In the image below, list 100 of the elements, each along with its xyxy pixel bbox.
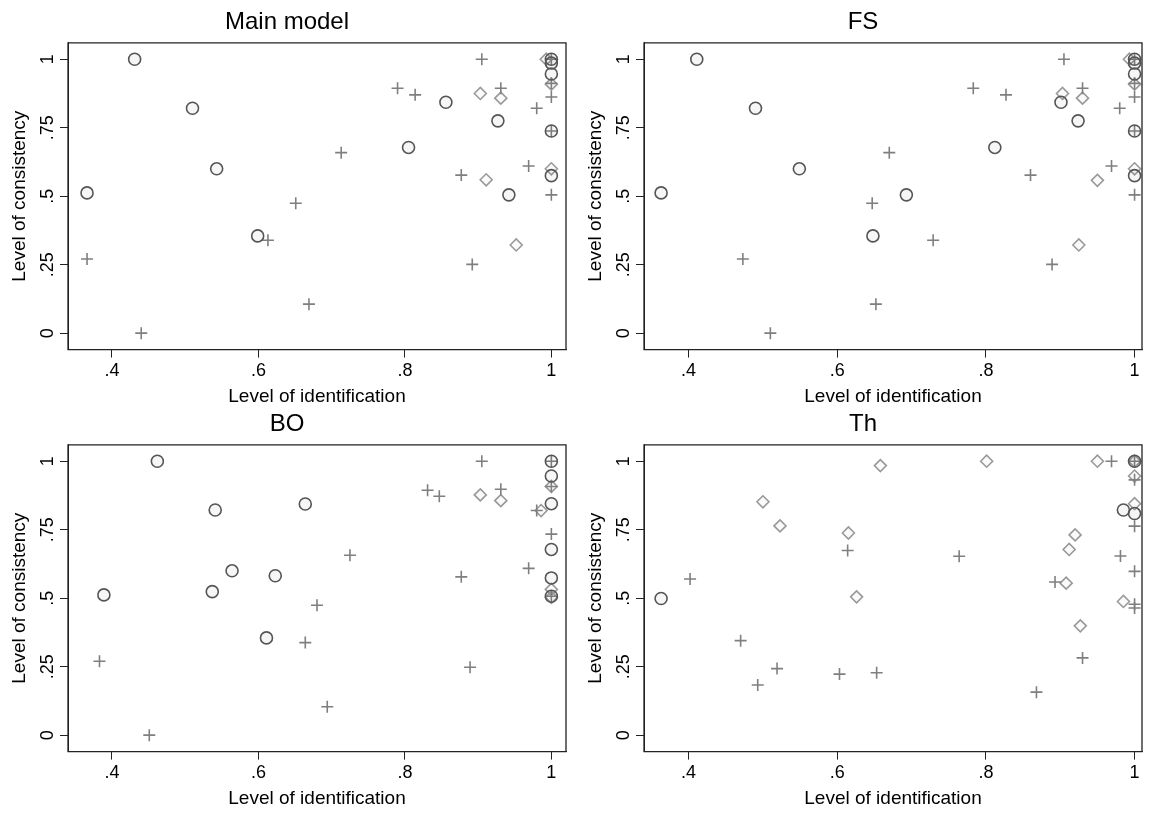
point <box>298 497 313 511</box>
point <box>1127 519 1142 533</box>
x-tick-label: .8 <box>978 762 994 783</box>
y-tick-label: 1 <box>36 54 57 65</box>
point <box>1127 188 1142 202</box>
point <box>208 503 222 517</box>
y-tick-label: .5 <box>612 590 633 606</box>
point <box>979 454 994 469</box>
point <box>521 561 536 576</box>
point <box>491 114 505 128</box>
y-tick-label: 1 <box>36 456 57 467</box>
point <box>1127 601 1142 615</box>
point <box>1071 114 1085 128</box>
point <box>988 140 1002 155</box>
point <box>1075 651 1090 665</box>
y-axis-title: Level of consistency <box>583 110 605 282</box>
point <box>502 188 516 202</box>
y-tick-label: .5 <box>36 188 57 204</box>
point <box>1048 575 1062 589</box>
point <box>544 542 559 557</box>
point <box>689 52 704 67</box>
chart-title: Main model <box>224 7 350 35</box>
chart-title: Th <box>848 409 878 437</box>
point <box>1029 685 1044 699</box>
point <box>1104 454 1119 469</box>
point <box>408 88 422 102</box>
point <box>544 188 559 202</box>
chart-title: FS <box>847 7 879 35</box>
point <box>494 493 508 508</box>
point <box>302 297 316 311</box>
x-tick-label: .6 <box>250 360 266 381</box>
point <box>840 543 855 558</box>
point <box>1045 257 1059 272</box>
x-tick-label: 1 <box>546 360 557 381</box>
y-axis-title: Level of consistency <box>583 512 605 684</box>
point <box>494 81 508 96</box>
point <box>1127 506 1142 521</box>
point <box>733 633 748 648</box>
point <box>1127 496 1142 511</box>
point <box>544 67 559 81</box>
x-tick-label: .6 <box>829 762 845 783</box>
point <box>343 548 357 562</box>
point <box>1127 67 1142 81</box>
y-tick-label: 1 <box>612 54 633 65</box>
point <box>529 101 544 116</box>
point <box>770 661 784 676</box>
point <box>1054 95 1068 110</box>
point <box>966 81 981 96</box>
point <box>463 660 477 675</box>
point <box>432 489 447 504</box>
point <box>1090 454 1105 469</box>
point <box>952 549 966 564</box>
point <box>841 526 856 540</box>
point <box>756 494 770 509</box>
point <box>544 90 559 104</box>
point <box>334 145 348 160</box>
x-tick-label: 1 <box>1129 360 1140 381</box>
point <box>865 196 879 211</box>
x-tick-label: 1 <box>1129 762 1140 783</box>
point <box>1057 52 1071 67</box>
point <box>494 91 508 105</box>
point <box>474 454 489 469</box>
point <box>1127 56 1142 70</box>
x-axis-title: Level of identification <box>804 786 982 808</box>
x-tick-label: 1 <box>546 762 557 783</box>
point <box>654 186 668 200</box>
y-tick-label: .25 <box>612 252 633 278</box>
point <box>261 233 275 248</box>
y-tick-label: .25 <box>36 654 57 680</box>
y-tick-label: .5 <box>36 590 57 606</box>
point <box>1090 173 1105 188</box>
y-axis-title: Level of consistency <box>7 512 29 684</box>
point <box>454 570 469 584</box>
y-tick-label: 0 <box>612 328 633 339</box>
point <box>1059 576 1073 590</box>
y-tick-label: 0 <box>612 730 633 741</box>
point <box>1075 81 1090 96</box>
point <box>999 88 1013 102</box>
point <box>401 140 416 155</box>
point <box>474 52 489 67</box>
point <box>1073 619 1088 633</box>
point <box>869 297 883 311</box>
y-tick-label: .75 <box>36 517 57 543</box>
point <box>750 678 765 692</box>
x-tick-label: .8 <box>397 360 413 381</box>
point <box>320 699 335 714</box>
point <box>390 81 405 96</box>
point <box>97 588 111 602</box>
y-axis-title: Level of consistency <box>7 110 29 282</box>
point <box>479 172 493 187</box>
point <box>521 159 536 173</box>
point <box>899 188 914 202</box>
point <box>544 527 559 541</box>
point <box>310 598 324 613</box>
point <box>832 667 847 681</box>
point <box>92 654 107 668</box>
y-tick-label: .5 <box>612 188 633 204</box>
point <box>869 665 884 680</box>
point <box>873 458 888 473</box>
point <box>185 101 200 116</box>
